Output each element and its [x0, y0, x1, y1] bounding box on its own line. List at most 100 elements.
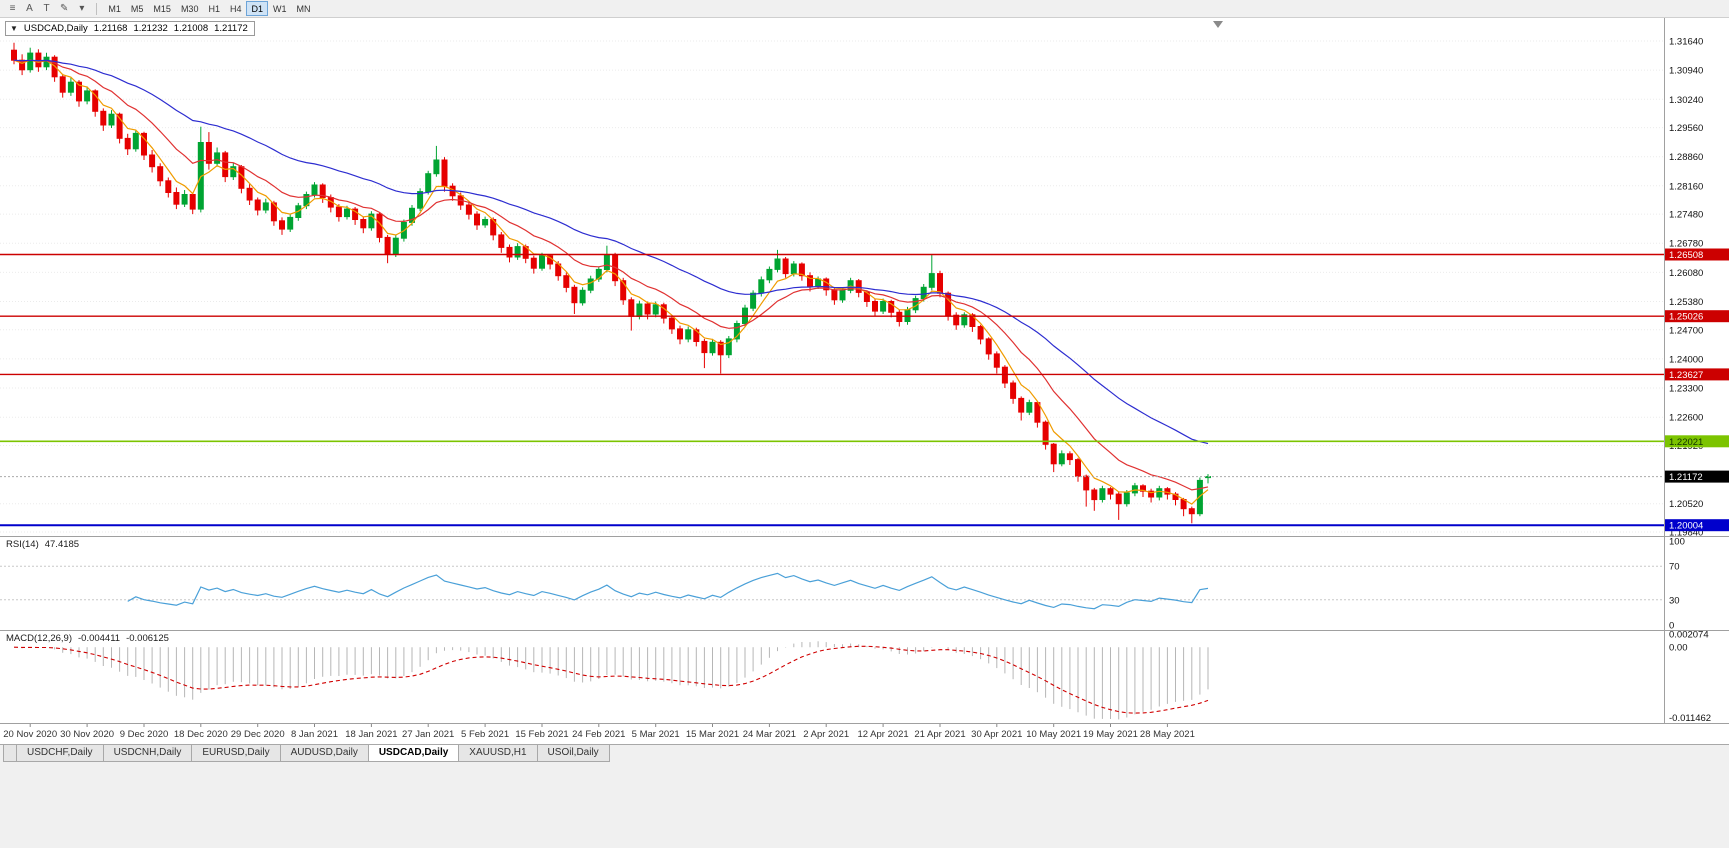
chart-background — [0, 18, 1729, 744]
svg-text:0.002074: 0.002074 — [1669, 630, 1709, 641]
macd-value1: -0.004411 — [78, 633, 121, 644]
chart-tab-audusd[interactable]: AUDUSD,Daily — [279, 745, 369, 762]
macd-label: MACD(12,26,9) -0.004411 -0.006125 — [6, 633, 169, 644]
timeframe-m30-button[interactable]: M30 — [180, 3, 199, 14]
rsi-value: 47.4185 — [44, 539, 80, 550]
svg-text:18 Dec 2020: 18 Dec 2020 — [174, 729, 228, 740]
hline-price-tag — [1664, 435, 1729, 448]
svg-text:0.00: 0.00 — [1669, 643, 1688, 654]
timeframe-h1-button[interactable]: H1 — [208, 3, 220, 14]
svg-text:1.22021: 1.22021 — [1669, 437, 1703, 448]
svg-text:0: 0 — [1669, 621, 1674, 632]
ma-5-line — [13, 59, 1209, 505]
macd-name: MACD(12,26,9) — [6, 633, 72, 644]
timeframe-m5-button[interactable]: M5 — [130, 3, 144, 14]
timeframe-buttons: M1 M5 M15 M30 H1 H4 D1 W1 MN — [103, 1, 315, 16]
svg-text:30: 30 — [1669, 595, 1680, 606]
svg-text:15 Feb 2021: 15 Feb 2021 — [515, 729, 568, 740]
ma-34-line — [13, 59, 1209, 445]
svg-text:1.31640: 1.31640 — [1669, 37, 1703, 48]
draw-tool-button[interactable]: ✎ — [60, 3, 69, 14]
shift-marker-icon[interactable] — [1213, 21, 1223, 28]
svg-text:12 Apr 2021: 12 Apr 2021 — [857, 729, 908, 740]
macd-panel: 0.002074 0.00 -0.011462 — [13, 630, 1711, 724]
ohlc-low: 1.21008 — [173, 23, 209, 34]
timeframe-h4-button[interactable]: H4 — [229, 3, 242, 14]
rsi-label: RSI(14) 47.4185 — [6, 539, 79, 550]
candlestick-chart[interactable]: 1.31640 1.30940 1.30240 1.29560 1.28860 1.281… — [0, 18, 1729, 744]
macd-value2: -0.006125 — [126, 633, 169, 644]
chart-tab-eurusd[interactable]: EURUSD,Daily — [191, 745, 281, 762]
toolbar-icons: ≡ A T ✎ ▾ — [4, 1, 90, 16]
ma-13-line — [13, 59, 1209, 491]
svg-text:18 Jan 2021: 18 Jan 2021 — [345, 729, 397, 740]
chart-tab-xauusd[interactable]: XAUUSD,H1 — [458, 745, 538, 762]
svg-text:2 Apr 2021: 2 Apr 2021 — [803, 729, 849, 740]
text-tool-button[interactable]: T — [43, 3, 50, 14]
svg-text:1.19840: 1.19840 — [1669, 528, 1703, 539]
svg-text:100: 100 — [1669, 537, 1685, 548]
timeframe-d1-button[interactable]: D1 — [246, 1, 268, 16]
svg-text:5 Feb 2021: 5 Feb 2021 — [461, 729, 509, 740]
svg-text:30 Apr 2021: 30 Apr 2021 — [971, 729, 1022, 740]
chart-window[interactable]: 1.31640 1.30940 1.30240 1.29560 1.28860 1.281… — [0, 18, 1729, 744]
timeframe-mn-button[interactable]: MN — [296, 3, 311, 14]
current-price-tag — [1664, 470, 1729, 483]
svg-text:5 Mar 2021: 5 Mar 2021 — [632, 729, 680, 740]
svg-text:1.25026: 1.25026 — [1669, 312, 1703, 323]
chart-grip-icon[interactable]: ≡ — [9, 3, 16, 14]
svg-text:24 Mar 2021: 24 Mar 2021 — [743, 729, 796, 740]
timeframe-m1-button[interactable]: M1 — [108, 3, 121, 14]
svg-text:29 Dec 2020: 29 Dec 2020 — [231, 729, 285, 740]
svg-text:19 May 2021: 19 May 2021 — [1083, 729, 1138, 740]
svg-text:1.28160: 1.28160 — [1669, 181, 1703, 192]
hline-price-tag — [1664, 310, 1729, 323]
svg-text:1.23627: 1.23627 — [1669, 370, 1703, 381]
svg-text:1.24000: 1.24000 — [1669, 354, 1703, 365]
svg-text:28 May 2021: 28 May 2021 — [1140, 729, 1195, 740]
svg-text:1.20520: 1.20520 — [1669, 499, 1703, 510]
svg-text:10 May 2021: 10 May 2021 — [1026, 729, 1081, 740]
chart-tab-usdchf[interactable]: USDCHF,Daily — [16, 745, 104, 762]
font-a-button[interactable]: A — [26, 3, 33, 14]
svg-text:9 Dec 2020: 9 Dec 2020 — [120, 729, 169, 740]
svg-text:20 Nov 2020: 20 Nov 2020 — [3, 729, 57, 740]
tab-stub — [3, 745, 17, 762]
bottom-filler — [0, 762, 1729, 848]
svg-text:8 Jan 2021: 8 Jan 2021 — [291, 729, 338, 740]
svg-text:1.20004: 1.20004 — [1669, 521, 1703, 532]
timeframe-w1-button[interactable]: W1 — [273, 3, 287, 14]
svg-text:1.27480: 1.27480 — [1669, 210, 1703, 221]
svg-text:24 Feb 2021: 24 Feb 2021 — [572, 729, 625, 740]
chart-tab-usdcnh[interactable]: USDCNH,Daily — [102, 745, 193, 762]
svg-text:1.24700: 1.24700 — [1669, 325, 1703, 336]
price-gridlines — [0, 40, 1664, 533]
svg-text:1.29560: 1.29560 — [1669, 123, 1703, 134]
chart-info-box[interactable]: ▼ USDCAD,Daily 1.21168 1.21232 1.21008 1… — [5, 21, 255, 36]
svg-text:1.21172: 1.21172 — [1669, 472, 1703, 483]
ohlc-open: 1.21168 — [93, 23, 128, 34]
svg-text:1.28860: 1.28860 — [1669, 152, 1703, 163]
chart-tabbar: USDCHF,Daily USDCNH,Daily EURUSD,Daily AUDU… — [0, 744, 1729, 762]
rsi-line — [127, 572, 1209, 610]
ohlc-high: 1.21232 — [133, 23, 168, 34]
date-axis[interactable]: 20 Nov 2020 30 Nov 2020 9 Dec 2020 18 Dec 2… — [3, 724, 1195, 740]
svg-text:1.22600: 1.22600 — [1669, 413, 1703, 424]
svg-text:15 Mar 2021: 15 Mar 2021 — [686, 729, 739, 740]
toolbar-separator — [96, 2, 98, 15]
svg-text:1.23300: 1.23300 — [1669, 384, 1703, 395]
draw-dropdown-icon[interactable]: ▾ — [79, 3, 85, 14]
chart-tab-usoil[interactable]: USOil,Daily — [536, 745, 610, 762]
rsi-name: RSI(14) — [6, 539, 39, 550]
hline-price-tag — [1664, 248, 1729, 261]
collapse-icon[interactable]: ▼ — [10, 24, 18, 33]
top-toolbar: ≡ A T ✎ ▾ M1 M5 M15 M30 H1 H4 D1 W1 MN — [0, 0, 1729, 18]
svg-text:1.30240: 1.30240 — [1669, 95, 1703, 106]
svg-text:27 Jan 2021: 27 Jan 2021 — [402, 729, 454, 740]
timeframe-m15-button[interactable]: M15 — [153, 3, 171, 14]
macd-signal-line — [13, 645, 1209, 714]
rsi-panel: 100 70 30 0 — [0, 537, 1685, 632]
svg-text:-0.011462: -0.011462 — [1669, 713, 1711, 724]
svg-text:21 Apr 2021: 21 Apr 2021 — [914, 729, 965, 740]
chart-tab-usdcad[interactable]: USDCAD,Daily — [367, 745, 460, 762]
